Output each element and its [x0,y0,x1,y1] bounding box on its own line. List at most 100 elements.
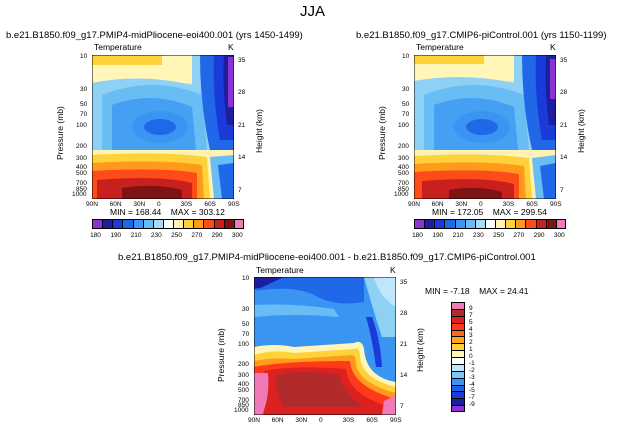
y-tick-label: 70 [242,330,250,338]
colorbar-swatch [451,377,465,385]
colorbar-swatch [451,363,465,371]
y-tick-label: 100 [398,122,409,129]
colorbar-swatch [444,219,455,229]
colorbar-swatch [162,219,174,229]
x-tick-label: 0 [157,201,161,208]
figure-title: JJA [300,3,326,20]
x-tick-label: 90N [248,417,260,424]
x-tick-label: 60S [204,201,216,208]
colorbar-label: -4 [469,380,475,388]
colorbar-label: 9 [469,304,473,312]
colorbar-label: -7 [469,394,475,402]
y-tick-label: 850 [398,186,409,194]
panel-right-variable: Temperature [416,42,464,52]
colorbar-swatch [484,219,496,229]
y-tick-label: 400 [76,163,87,171]
panel-left-title: b.e21.B1850.f09_g17.PMIP4-midPliocene-eo… [6,30,303,41]
y-tick-label: 700 [398,180,409,188]
y-tick-label: 300 [76,154,87,162]
y-tick-label: 70 [80,111,88,119]
y-tick-label: 10 [80,53,88,60]
colorbar-swatch [434,219,445,229]
stat-max-label: MAX = [170,207,197,217]
y-tick-label: 1000 [234,407,249,414]
colorbar-swatch [122,219,133,229]
x-tick-label: 90N [408,201,420,208]
height-tick-label: 14 [560,154,568,162]
x-tick-label: 90S [390,417,402,424]
colorbar-swatch [451,336,465,344]
colorbar-label: 300 [553,232,565,239]
panel-right-ylabel: Pressure (mb) [377,106,387,160]
colorbar-swatch [132,219,143,229]
x-tick-label: 90S [228,201,240,208]
panel-left-variable: Temperature [94,42,142,52]
colorbar-label: 230 [150,232,162,239]
colorbar-swatch [112,219,123,229]
colorbar-label: 230 [472,232,484,239]
colorbar-swatch [464,219,475,229]
y-tick-label: 400 [238,380,249,388]
colorbar-swatch [451,405,465,412]
panel-right-units: K [550,42,556,52]
colorbar-swatch [495,219,506,229]
colorbar-swatch [545,219,556,229]
x-tick-label: 60N [431,201,444,208]
x-tick-label: 30S [180,201,193,208]
y-tick-label: 1000 [394,191,409,198]
colorbar-swatch [451,370,465,378]
colorbar-label: 210 [452,232,464,239]
y-tick-label: 100 [76,122,87,129]
x-tick-label: 60S [526,201,538,208]
colorbar-label: 190 [432,232,444,239]
colorbar-swatch [451,322,465,330]
panel-right-stats: MIN = 172.05 MAX = 299.54 [432,207,547,217]
colorbar-swatch [451,308,465,316]
colorbar-label: -1 [469,359,475,367]
x-tick-label: 60S [366,417,378,424]
colorbar-swatch [451,343,465,351]
height-tick-label: 7 [238,186,242,194]
colorbar-label: 190 [110,232,122,239]
height-tick-label: 14 [238,154,246,162]
colorbar-swatch [223,219,234,229]
panel-diff-ylabel: Pressure (mb) [216,328,226,382]
x-tick-label: 30S [342,417,355,424]
colorbar-swatch [451,357,465,364]
stat-min-label: MIN = [432,207,455,217]
colorbar-label: 290 [211,232,223,239]
colorbar-label: 290 [533,232,545,239]
y-tick-label: 30 [402,85,410,93]
colorbar-swatch [173,219,184,229]
stat-max-label: MAX = [479,286,505,296]
panel-diff-title: b.e21.B1850.f09_g17.PMIP4-midPliocene-eo… [118,252,536,263]
colorbar-swatch [233,219,244,229]
height-tick-label: 35 [560,57,568,64]
height-tick-label: 14 [400,372,408,380]
x-tick-label: 60N [109,201,122,208]
y-tick-label: 50 [242,321,250,329]
y-tick-label: 700 [76,180,87,188]
stat-max-label: MAX = [492,207,519,217]
colorbar-swatch [454,219,465,229]
height-tick-label: 21 [238,121,246,129]
y-tick-label: 700 [238,396,249,404]
y-tick-label: 500 [238,387,249,395]
y-tick-label: 30 [242,306,250,314]
x-tick-label: 90N [86,201,98,208]
stat-max-value: 303.12 [198,207,225,217]
height-tick-label: 21 [400,341,408,349]
colorbar-label: 180 [90,232,101,239]
colorbar-label: -2 [469,366,475,374]
y-tick-label: 300 [398,154,409,162]
height-tick-label: 35 [238,57,246,64]
colorbar-swatch [474,219,485,229]
y-tick-label: 50 [80,101,88,109]
colorbar-swatch [451,384,465,392]
colorbar-label: -9 [469,401,475,409]
y-tick-label: 200 [398,142,409,150]
y-tick-label: 200 [76,142,87,150]
colorbar-label: 210 [130,232,142,239]
y-tick-label: 10 [402,53,410,60]
x-tick-label: 30N [133,201,146,208]
